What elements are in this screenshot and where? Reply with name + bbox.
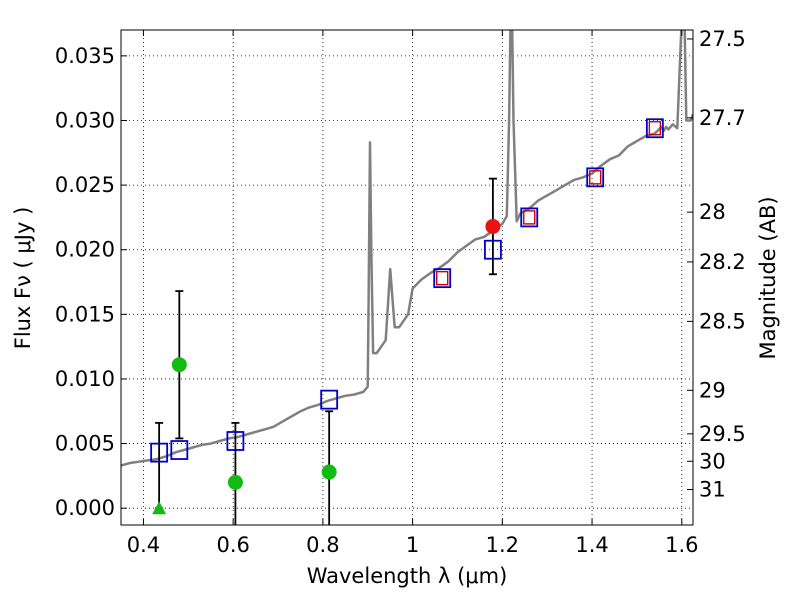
detection-square (436, 270, 449, 286)
y2-tick-label: 30 (699, 449, 726, 473)
model-photometry-square (484, 239, 502, 260)
x-tick-label: 1.6 (665, 533, 698, 557)
grid (121, 30, 693, 525)
x-tick-label: 1 (406, 533, 419, 557)
detection-square (523, 210, 536, 225)
plot-background (121, 30, 693, 525)
ticks: 0.4 0.6 0.8 1 1.2 1.4 1.6 0.000 0.005 0.010 0.015 0… (55, 27, 746, 557)
y2-tick-label: 27.5 (699, 27, 746, 51)
y-tick-label: 0.005 (55, 432, 115, 456)
y-tick-label: 0.000 (55, 496, 115, 520)
y2-tick-label: 28.5 (699, 309, 746, 333)
detection-square (588, 170, 602, 185)
model-photometry-square (320, 389, 339, 410)
detection-square (648, 121, 662, 136)
y-tick-label: 0.030 (55, 108, 115, 132)
model-photometry-square (586, 167, 605, 188)
nondetection-point (227, 474, 243, 490)
y2-tick-label: 28 (699, 200, 726, 224)
y-tick-label: 0.035 (55, 44, 115, 68)
y2-tick-label: 31 (699, 478, 726, 502)
model-photometry-square (645, 118, 664, 139)
y-tick-label: 0.025 (55, 173, 115, 197)
y-tick-label: 0.015 (55, 302, 115, 326)
model-photometry-square (520, 207, 539, 228)
y-tick-label: 0.010 (55, 367, 115, 391)
model-photometry-square (150, 442, 169, 463)
x-tick-label: 0.8 (306, 533, 339, 557)
data-layer (121, 30, 693, 525)
detection-point (485, 218, 501, 234)
y2-axis-title: Magnitude (AB) (756, 196, 780, 359)
y2-tick-label: 29 (699, 378, 726, 402)
model-photometry-square (226, 431, 245, 451)
y2-tick-label: 29.5 (699, 422, 746, 446)
plot-frame (120, 29, 694, 526)
y2-tick-label: 28.2 (699, 250, 746, 274)
y-axis-title: Flux Fν ( μJy ) (11, 207, 35, 350)
x-tick-label: 1.2 (486, 533, 519, 557)
y2-tick-label: 27.7 (699, 106, 746, 130)
model-photometry-square (433, 268, 452, 289)
x-tick-label: 1.4 (575, 533, 608, 557)
x-axis-title: Wavelength λ (μm) (307, 564, 508, 588)
x-tick-label: 0.6 (216, 533, 249, 557)
upper-limit-triangle (152, 501, 167, 515)
nondetection-point (171, 357, 187, 373)
x-tick-label: 0.4 (127, 533, 160, 557)
model-photometry-square (170, 440, 189, 460)
nondetection-point (321, 464, 337, 480)
y-tick-label: 0.020 (55, 238, 115, 262)
